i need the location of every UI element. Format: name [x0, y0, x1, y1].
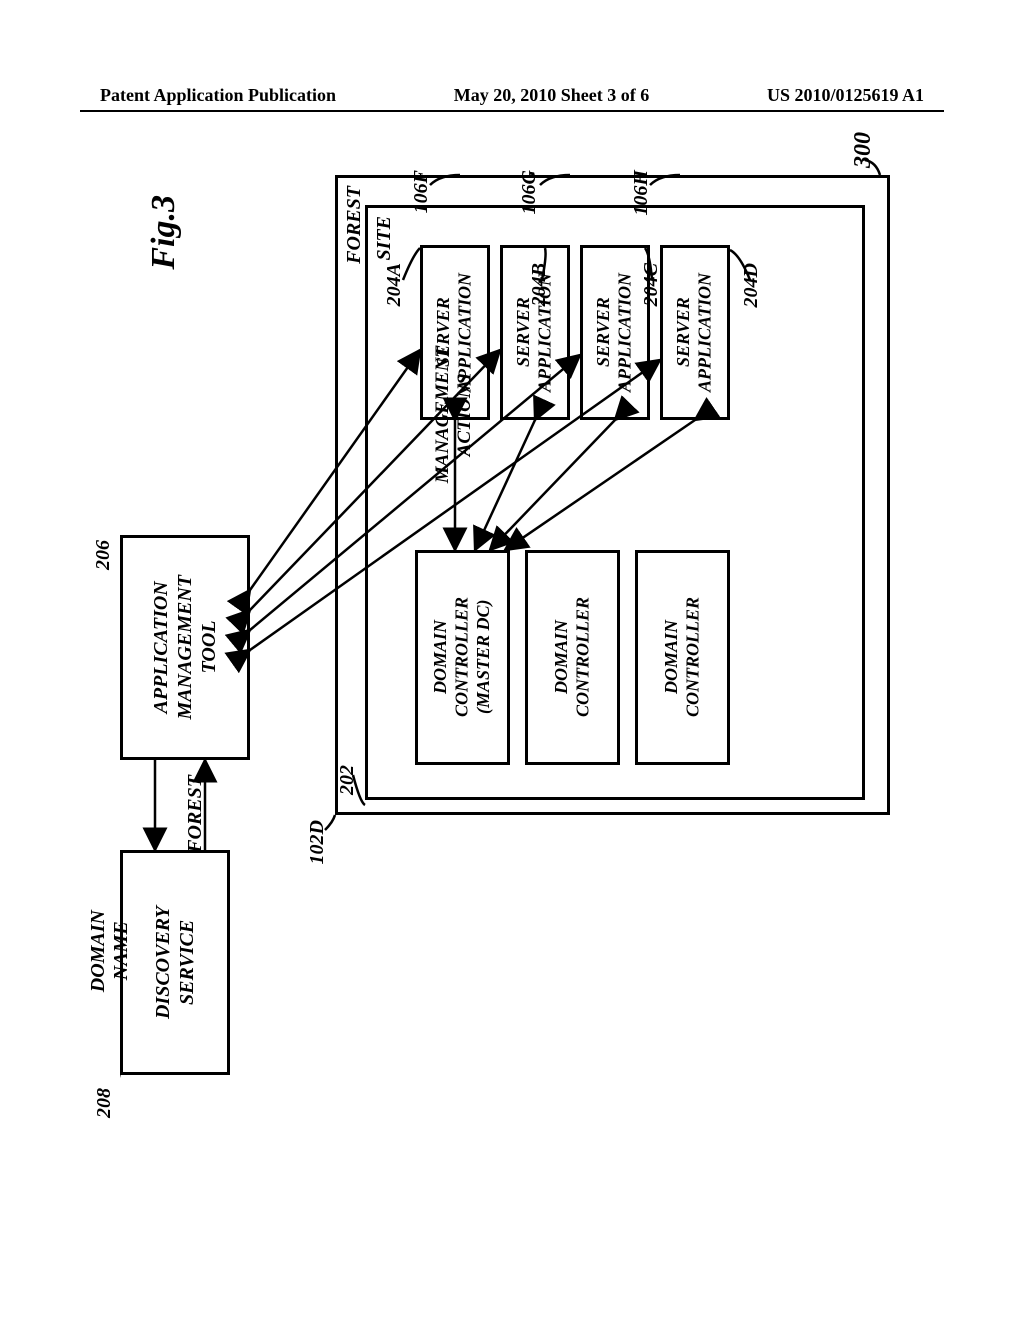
figure-label: Fig.3: [145, 195, 183, 270]
controller-box-f: DOMAIN CONTROLLER (MASTER DC): [415, 550, 510, 765]
ref-106g: 106G: [518, 170, 541, 214]
discovery-label: DISCOVERY SERVICE: [151, 906, 199, 1019]
header-rule: [80, 110, 944, 112]
controller-box-g: DOMAIN CONTROLLER: [525, 550, 620, 765]
ref-204a: 204A: [383, 263, 406, 306]
forest-label: FOREST: [342, 186, 366, 264]
controller-box-h: DOMAIN CONTROLLER: [635, 550, 730, 765]
controller-f-label: DOMAIN CONTROLLER (MASTER DC): [430, 597, 495, 717]
ref-102d: 102D: [306, 820, 329, 864]
header-center: May 20, 2010 Sheet 3 of 6: [454, 85, 649, 106]
server-app-c-label: SERVER APPLICATION: [593, 273, 636, 392]
page-header: Patent Application Publication May 20, 2…: [0, 85, 1024, 106]
header-left: Patent Application Publication: [100, 85, 336, 106]
ref-204b: 204B: [528, 263, 551, 306]
mgmt-actions-label: MANAGEMENT ACTIONS: [432, 346, 476, 483]
ref-204c: 204C: [640, 263, 663, 306]
ref-204d: 204D: [740, 263, 763, 307]
app-mgmt-box: APPLICATION MANAGEMENT TOOL: [120, 535, 250, 760]
ref-202: 202: [336, 765, 359, 795]
ref-208: 208: [93, 1088, 116, 1118]
ref-300: 300: [850, 132, 877, 168]
controller-g-label: DOMAIN CONTROLLER: [551, 597, 594, 717]
forest-arrow-label: FOREST: [184, 775, 207, 853]
domain-name-label: DOMAIN NAME: [87, 910, 133, 992]
header-right: US 2010/0125619 A1: [767, 85, 924, 106]
app-mgmt-label: APPLICATION MANAGEMENT TOOL: [149, 575, 221, 719]
server-app-d-label: SERVER APPLICATION: [673, 273, 716, 392]
server-app-box-d: SERVER APPLICATION: [660, 245, 730, 420]
ref-206: 206: [92, 540, 115, 570]
ref-106f: 106F: [410, 170, 433, 213]
site-label: SITE: [372, 216, 396, 260]
ref-106h: 106H: [630, 170, 653, 216]
diagram-canvas: 300 FOREST SITE SERVER APPLICATION SERVE…: [120, 150, 900, 1200]
controller-h-label: DOMAIN CONTROLLER: [661, 597, 704, 717]
discovery-box: DISCOVERY SERVICE: [120, 850, 230, 1075]
